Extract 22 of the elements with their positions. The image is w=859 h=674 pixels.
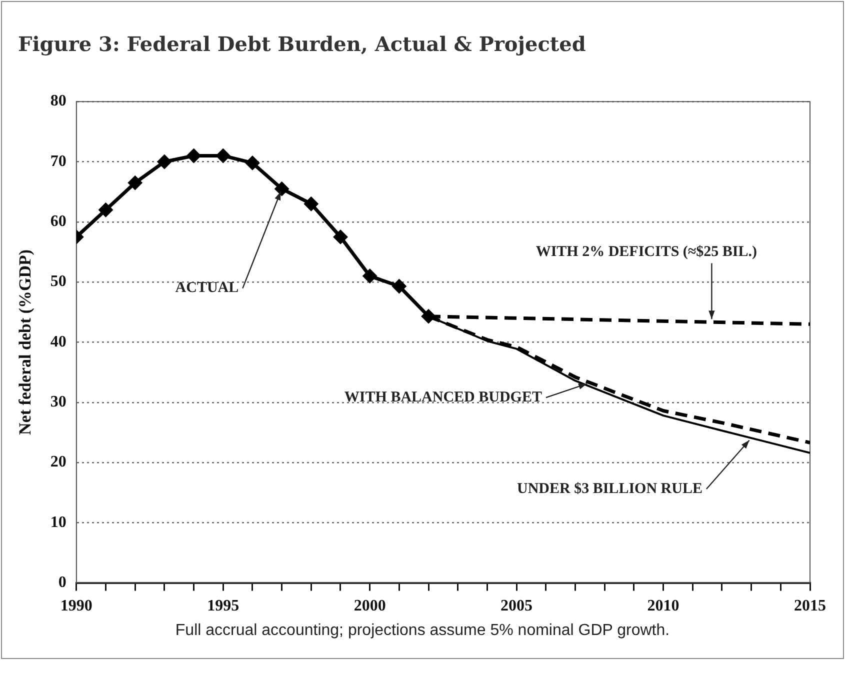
chart-title: Figure 3: Federal Debt Burden, Actual & Projected <box>18 32 586 56</box>
x-tick-label: 2005 <box>500 598 533 615</box>
y-tick-label: 10 <box>50 514 66 531</box>
text: ACTUAL <box>175 280 239 296</box>
y-tick-label: 40 <box>50 333 66 350</box>
x-tick-label: 2000 <box>354 598 386 615</box>
y-tick-label: 80 <box>50 92 66 110</box>
y-tick-label: 70 <box>50 152 66 170</box>
y-tick-label: 20 <box>50 454 66 471</box>
text: UNDER $3 BILLION RULE <box>517 480 702 497</box>
y-axis-title: Net federal debt (%GDP) <box>16 249 35 435</box>
x-tick-label: 1990 <box>60 598 92 615</box>
x-tick-label: 1995 <box>207 598 240 615</box>
x-tick-label: 2010 <box>647 598 680 615</box>
text: WITH 2% DEFICITS (≈$25 BIL.) <box>536 244 757 260</box>
text: Full accrual accounting; projections assume 5% nominal GDP growth. <box>174 622 671 640</box>
series-label: WITH BALANCED BUDGET <box>344 389 542 406</box>
y-tick-label: 0 <box>58 574 66 591</box>
y-tick-label: 30 <box>50 393 66 410</box>
y-tick-label: 60 <box>50 213 66 230</box>
y-tick-label: 50 <box>50 273 66 290</box>
x-tick-label: 2015 <box>794 598 826 615</box>
